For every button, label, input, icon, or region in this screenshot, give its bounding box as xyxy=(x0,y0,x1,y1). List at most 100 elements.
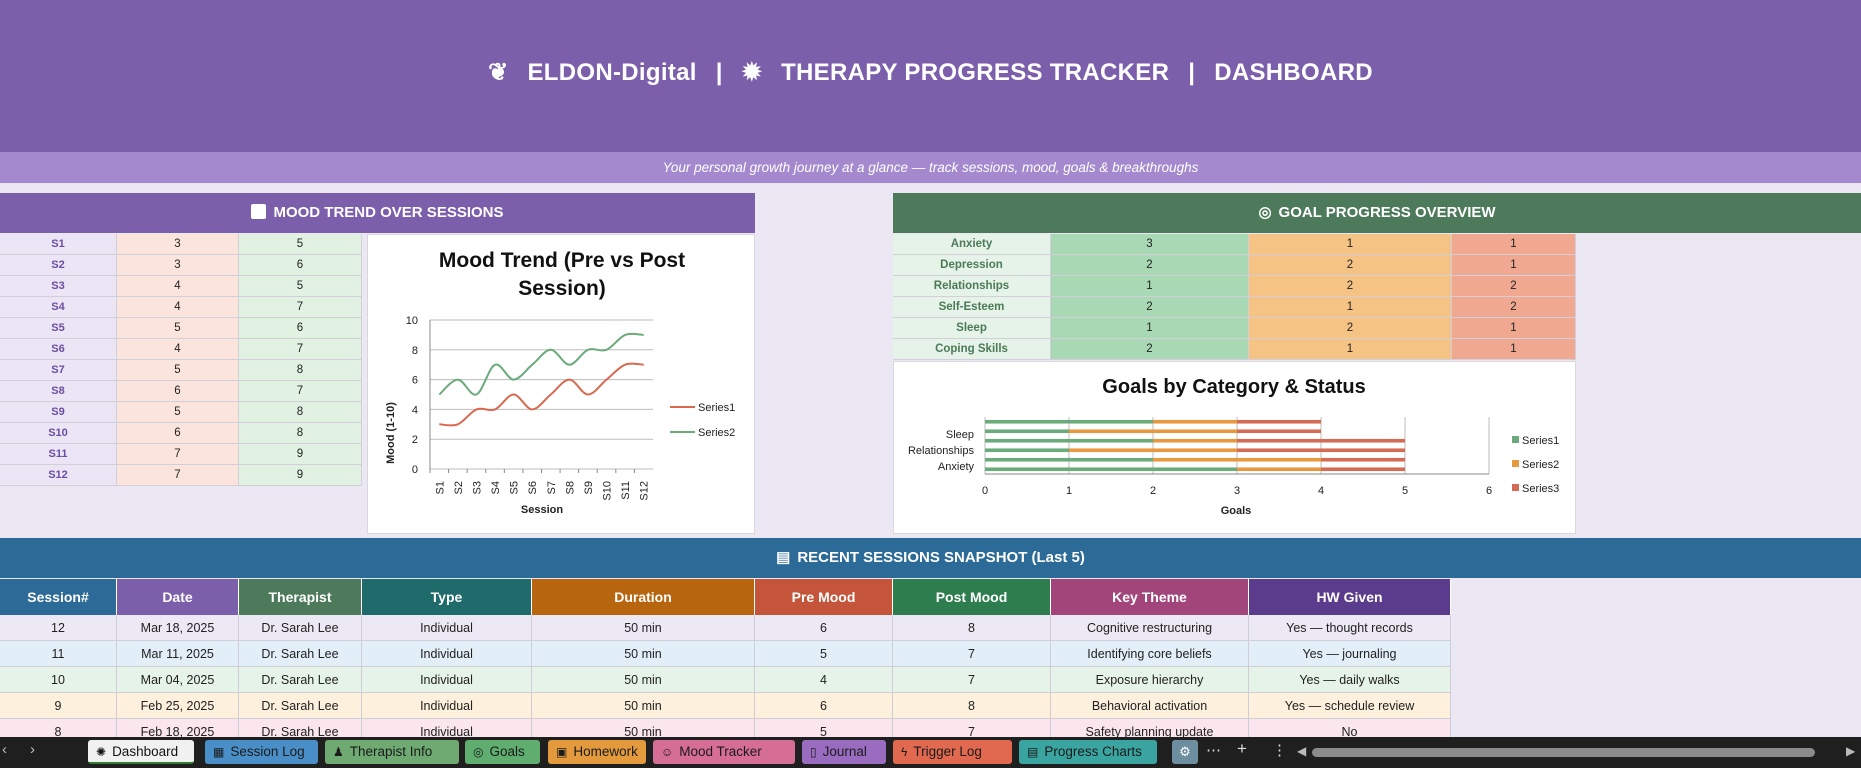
pre-mood-cell[interactable]: 6 xyxy=(117,381,239,402)
sheet-tab-trigger-log[interactable]: ϟ Trigger Log xyxy=(893,740,1012,764)
pre-mood-cell[interactable]: 4 xyxy=(117,339,239,360)
sheet-tab-dashboard[interactable]: ✺ Dashboard xyxy=(88,740,194,764)
scroll-left-icon[interactable]: ‹ xyxy=(2,741,7,758)
session-cell[interactable]: 7 xyxy=(893,641,1051,667)
session-cell[interactable]: 5 xyxy=(755,641,893,667)
sheet-tab-goals[interactable]: ◎ Goals xyxy=(465,740,540,764)
ellipsis-icon[interactable]: ⋯ xyxy=(1206,742,1221,759)
pre-mood-cell[interactable]: 5 xyxy=(117,360,239,381)
session-cell[interactable]: Identifying core beliefs xyxy=(1051,641,1249,667)
column-header[interactable]: Key Theme xyxy=(1051,579,1249,615)
post-mood-cell[interactable]: 9 xyxy=(239,444,362,465)
goal-status-cell[interactable]: 2 xyxy=(1051,339,1249,360)
column-header[interactable]: Date xyxy=(117,579,239,615)
goal-status-cell[interactable]: 1 xyxy=(1452,318,1576,339)
pre-mood-cell[interactable]: 6 xyxy=(117,423,239,444)
session-cell[interactable]: 9 xyxy=(0,693,117,719)
session-cell[interactable]: Yes — thought records xyxy=(1249,615,1451,641)
session-cell[interactable]: 8 xyxy=(893,693,1051,719)
pre-mood-cell[interactable]: 7 xyxy=(117,444,239,465)
pre-mood-cell[interactable]: 5 xyxy=(117,318,239,339)
session-cell[interactable]: 7 xyxy=(893,667,1051,693)
pre-mood-cell[interactable]: 5 xyxy=(117,402,239,423)
session-cell[interactable]: Mar 04, 2025 xyxy=(117,667,239,693)
sheet-tab-homework[interactable]: ▣ Homework xyxy=(548,740,646,764)
session-cell[interactable]: Exposure hierarchy xyxy=(1051,667,1249,693)
scroll-right-icon[interactable]: › xyxy=(30,741,35,758)
goal-status-cell[interactable]: 2 xyxy=(1249,276,1452,297)
session-cell[interactable]: 12 xyxy=(0,615,117,641)
session-cell[interactable]: Feb 25, 2025 xyxy=(117,693,239,719)
post-mood-cell[interactable]: 7 xyxy=(239,381,362,402)
column-header[interactable]: HW Given xyxy=(1249,579,1451,615)
session-cell[interactable]: Dr. Sarah Lee xyxy=(239,693,362,719)
goal-status-cell[interactable]: 1 xyxy=(1249,297,1452,318)
session-cell[interactable]: Dr. Sarah Lee xyxy=(239,615,362,641)
column-header[interactable]: Session# xyxy=(0,579,117,615)
post-mood-cell[interactable]: 8 xyxy=(239,360,362,381)
goal-status-cell[interactable]: 1 xyxy=(1452,255,1576,276)
column-header[interactable]: Type xyxy=(362,579,532,615)
session-cell[interactable]: 10 xyxy=(0,667,117,693)
goal-status-cell[interactable]: 3 xyxy=(1051,234,1249,255)
column-header[interactable]: Duration xyxy=(532,579,755,615)
pre-mood-cell[interactable]: 4 xyxy=(117,297,239,318)
session-cell[interactable]: 6 xyxy=(755,693,893,719)
kebab-menu-icon[interactable]: ⋮ xyxy=(1272,742,1287,759)
session-cell[interactable]: Yes — schedule review xyxy=(1249,693,1451,719)
session-cell[interactable]: 8 xyxy=(893,615,1051,641)
session-cell[interactable]: 50 min xyxy=(532,667,755,693)
session-cell[interactable]: Dr. Sarah Lee xyxy=(239,641,362,667)
post-mood-cell[interactable]: 7 xyxy=(239,339,362,360)
column-header[interactable]: Post Mood xyxy=(893,579,1051,615)
session-cell[interactable]: Individual xyxy=(362,641,532,667)
post-mood-cell[interactable]: 5 xyxy=(239,276,362,297)
session-cell[interactable]: Individual xyxy=(362,667,532,693)
session-cell[interactable]: 6 xyxy=(755,615,893,641)
goal-status-cell[interactable]: 2 xyxy=(1249,255,1452,276)
sheet-tab-session-log[interactable]: ▦ Session Log xyxy=(205,740,318,764)
goal-status-cell[interactable]: 2 xyxy=(1051,297,1249,318)
post-mood-cell[interactable]: 7 xyxy=(239,297,362,318)
goal-status-cell[interactable]: 1 xyxy=(1249,339,1452,360)
post-mood-cell[interactable]: 6 xyxy=(239,255,362,276)
goal-status-cell[interactable]: 2 xyxy=(1051,255,1249,276)
sheet-tab-therapist-info[interactable]: ♟ Therapist Info xyxy=(325,740,459,764)
session-cell[interactable]: 50 min xyxy=(532,641,755,667)
goal-status-cell[interactable]: 2 xyxy=(1452,297,1576,318)
goal-status-cell[interactable]: 2 xyxy=(1452,276,1576,297)
post-mood-cell[interactable]: 9 xyxy=(239,465,362,486)
sheet-tab-mood-tracker[interactable]: ☺ Mood Tracker xyxy=(653,740,795,764)
hscroll-right-icon[interactable]: ▶ xyxy=(1846,744,1856,758)
session-cell[interactable]: 11 xyxy=(0,641,117,667)
goal-status-cell[interactable]: 1 xyxy=(1452,234,1576,255)
goal-status-cell[interactable]: 1 xyxy=(1249,234,1452,255)
session-cell[interactable]: Individual xyxy=(362,615,532,641)
post-mood-cell[interactable]: 6 xyxy=(239,318,362,339)
session-cell[interactable]: 50 min xyxy=(532,615,755,641)
session-cell[interactable]: Yes — daily walks xyxy=(1249,667,1451,693)
session-cell[interactable]: Mar 11, 2025 xyxy=(117,641,239,667)
add-sheet-icon[interactable]: + xyxy=(1237,739,1247,758)
goal-status-cell[interactable]: 1 xyxy=(1051,276,1249,297)
sheet-tab-progress-charts[interactable]: ▤ Progress Charts xyxy=(1019,740,1157,764)
pre-mood-cell[interactable]: 7 xyxy=(117,465,239,486)
post-mood-cell[interactable]: 5 xyxy=(239,234,362,255)
column-header[interactable]: Therapist xyxy=(239,579,362,615)
goal-status-cell[interactable]: 1 xyxy=(1051,318,1249,339)
session-cell[interactable]: Mar 18, 2025 xyxy=(117,615,239,641)
session-cell[interactable]: Dr. Sarah Lee xyxy=(239,667,362,693)
pre-mood-cell[interactable]: 3 xyxy=(117,234,239,255)
session-cell[interactable]: 4 xyxy=(755,667,893,693)
goal-status-cell[interactable]: 1 xyxy=(1452,339,1576,360)
session-cell[interactable]: 50 min xyxy=(532,693,755,719)
pre-mood-cell[interactable]: 3 xyxy=(117,255,239,276)
more-sheets-icon[interactable]: ⚙ xyxy=(1172,740,1198,764)
horizontal-scrollbar[interactable] xyxy=(1312,748,1815,757)
session-cell[interactable]: Behavioral activation xyxy=(1051,693,1249,719)
session-cell[interactable]: Cognitive restructuring xyxy=(1051,615,1249,641)
sheet-tab-journal[interactable]: ▯ Journal xyxy=(802,740,886,764)
hscroll-left-icon[interactable]: ◀ xyxy=(1297,744,1307,758)
session-cell[interactable]: Individual xyxy=(362,693,532,719)
session-cell[interactable]: Yes — journaling xyxy=(1249,641,1451,667)
